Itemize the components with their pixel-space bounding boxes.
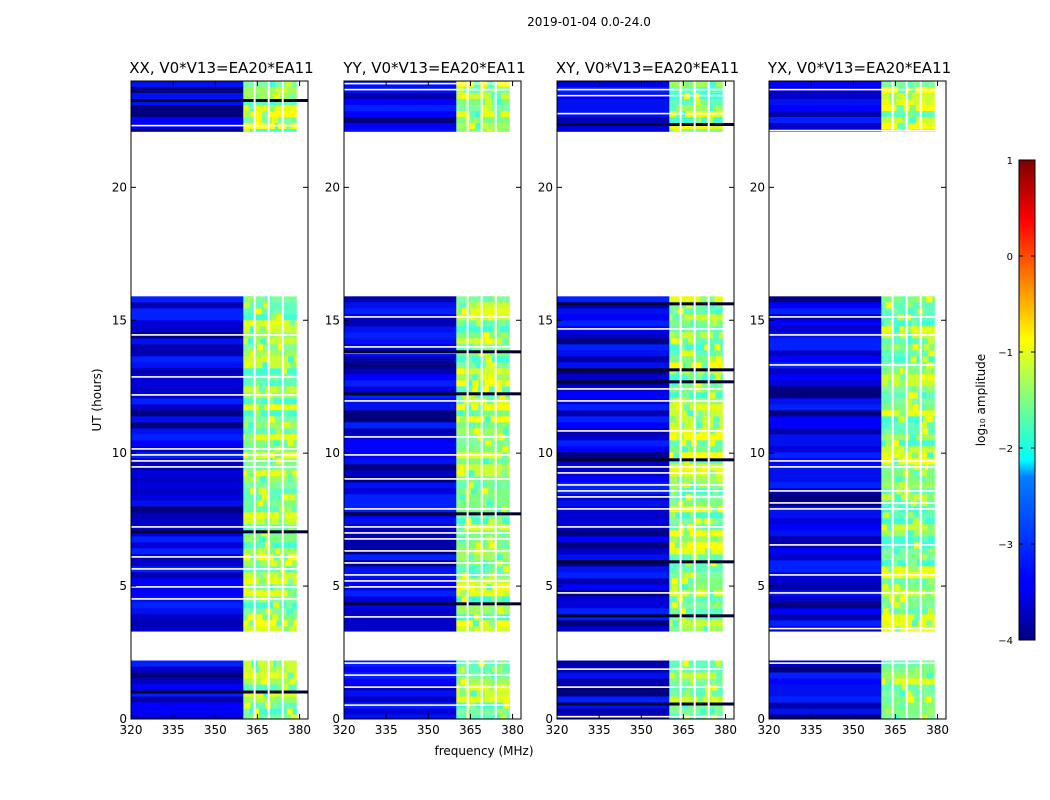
x-tick-label: 380 <box>501 723 524 737</box>
y-tick-label: 10 <box>750 446 765 460</box>
x-tick-label: 350 <box>630 723 653 737</box>
x-tick-label: 350 <box>842 723 865 737</box>
colorbar-tick-label: 0 <box>1007 252 1013 263</box>
y-tick-label: 10 <box>538 446 553 460</box>
panel-3: XY, V0*V13=EA20*EA11 320 335 350 365 380 0 5 10 1… <box>538 59 739 737</box>
x-tick-label: 365 <box>884 723 907 737</box>
x-tick-label: 320 <box>758 723 781 737</box>
heatmap-cells <box>131 81 308 720</box>
y-tick-label: 20 <box>325 180 340 194</box>
y-tick-label: 10 <box>112 446 127 460</box>
y-tick-label: 5 <box>545 579 553 593</box>
x-tick-label: 365 <box>672 723 695 737</box>
x-tick-label: 380 <box>288 723 311 737</box>
x-tick-label: 380 <box>926 723 949 737</box>
x-tick-label: 335 <box>800 723 823 737</box>
colorbar-tick-label: −1 <box>998 348 1013 359</box>
x-tick-label: 365 <box>459 723 482 737</box>
plot-frame <box>556 80 735 720</box>
panel-2: YY, V0*V13=EA20*EA11 320 335 350 365 380 0 5 10 1… <box>325 59 526 737</box>
heatmap-cells <box>344 81 521 720</box>
heatmap-cells <box>769 81 946 720</box>
y-tick-label: 0 <box>119 712 127 726</box>
x-tick-label: 320 <box>120 723 143 737</box>
panel-title: XY, V0*V13=EA20*EA11 <box>556 59 739 77</box>
x-tick-label: 335 <box>588 723 611 737</box>
y-tick-label: 20 <box>112 180 127 194</box>
y-tick-label: 15 <box>325 313 340 327</box>
y-tick-label: 15 <box>538 313 553 327</box>
y-tick-label: 0 <box>757 712 765 726</box>
x-tick-label: 380 <box>714 723 737 737</box>
plot-frame <box>130 80 309 720</box>
colorbar-tick-label: −4 <box>998 636 1013 647</box>
x-tick-label: 320 <box>546 723 569 737</box>
colorbar-tick-label: −3 <box>998 540 1013 551</box>
x-axis-title: frequency (MHz) <box>434 744 533 758</box>
colorbar-gradient <box>1018 159 1036 641</box>
x-tick-label: 335 <box>162 723 185 737</box>
x-tick-label: 320 <box>333 723 356 737</box>
plot-frame <box>768 80 947 720</box>
colorbar-label: log₁₀ amplitude <box>974 354 988 446</box>
colorbar-tick-label: −2 <box>998 444 1013 455</box>
panel-4: YX, V0*V13=EA20*EA11 320 335 350 365 380 0 5 10 1… <box>750 59 951 737</box>
y-tick-label: 10 <box>325 446 340 460</box>
figure-suptitle: 2019-01-04 0.0-24.0 <box>527 15 651 29</box>
panel-title: YX, V0*V13=EA20*EA11 <box>767 59 951 77</box>
heatmap-cells <box>557 81 734 720</box>
panel-title: XX, V0*V13=EA20*EA11 <box>129 59 313 77</box>
x-tick-label: 335 <box>375 723 398 737</box>
panel-1: XX, V0*V13=EA20*EA11 320 335 350 365 380 0 5 10 1… <box>112 59 314 737</box>
y-tick-label: 5 <box>757 579 765 593</box>
x-tick-label: 350 <box>204 723 227 737</box>
y-tick-label: 20 <box>750 180 765 194</box>
y-tick-label: 0 <box>332 712 340 726</box>
x-tick-label: 365 <box>246 723 269 737</box>
y-tick-label: 5 <box>332 579 340 593</box>
colorbar: 1 0 −1 −2 −3 −4 log₁₀ amplitude <box>974 156 1036 647</box>
y-tick-label: 15 <box>750 313 765 327</box>
plot-frame <box>343 80 522 720</box>
panel-title: YY, V0*V13=EA20*EA11 <box>342 59 525 77</box>
x-tick-label: 350 <box>417 723 440 737</box>
y-tick-label: 15 <box>112 313 127 327</box>
y-axis-title: UT (hours) <box>90 368 104 431</box>
y-tick-label: 20 <box>538 180 553 194</box>
y-tick-label: 0 <box>545 712 553 726</box>
colorbar-tick-label: 1 <box>1007 156 1013 167</box>
y-tick-label: 5 <box>119 579 127 593</box>
